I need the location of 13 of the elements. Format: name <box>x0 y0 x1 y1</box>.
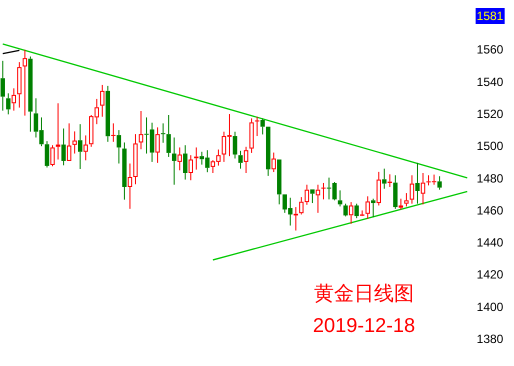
y-tick-label: 1400 <box>476 300 504 314</box>
y-tick-label: 1460 <box>476 203 504 218</box>
y-tick-label: 1480 <box>476 171 504 186</box>
y-tick-label: 1440 <box>476 236 504 250</box>
y-tick-label: 1500 <box>476 139 504 154</box>
annotation: 黄金日线图 <box>314 283 414 305</box>
y-tick-label: 1420 <box>476 268 504 282</box>
y-tick-label: 1380 <box>476 332 504 346</box>
y-tick-label: 1520 <box>476 107 504 122</box>
y-tick-label: 1540 <box>476 74 504 89</box>
y-tick-label: 1560 <box>476 42 504 57</box>
y-tick-label: 1581 <box>476 9 504 23</box>
annotation: 2019-12-18 <box>312 315 416 337</box>
